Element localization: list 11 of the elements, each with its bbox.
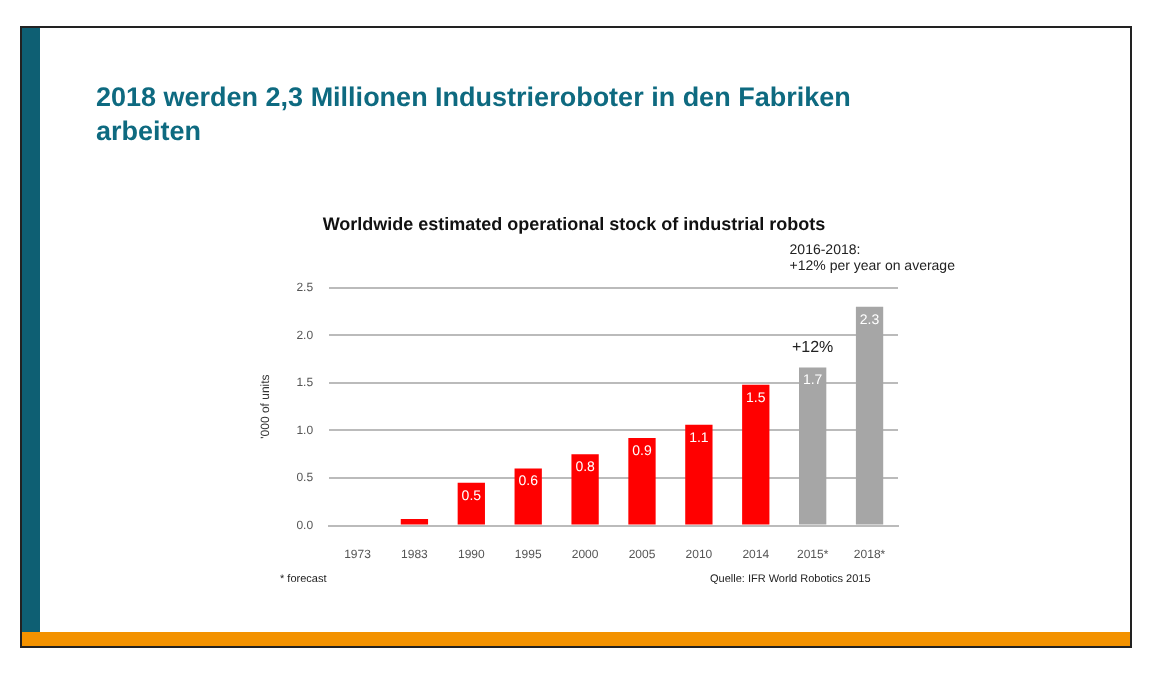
annotation: +12% <box>791 337 834 356</box>
chart-title: 2018 werden 2,3 Millionen Industrieroboter in den Fabriken arbeiten <box>96 80 853 148</box>
bar <box>855 306 884 525</box>
bar <box>514 468 542 525</box>
chart-subtitle: Worldwide estimated operational stock of industrial robots <box>322 213 826 234</box>
bar <box>685 424 713 525</box>
bar <box>400 518 429 525</box>
bar <box>628 438 656 525</box>
bar <box>571 454 599 525</box>
bar <box>799 367 827 525</box>
bar <box>742 384 770 525</box>
